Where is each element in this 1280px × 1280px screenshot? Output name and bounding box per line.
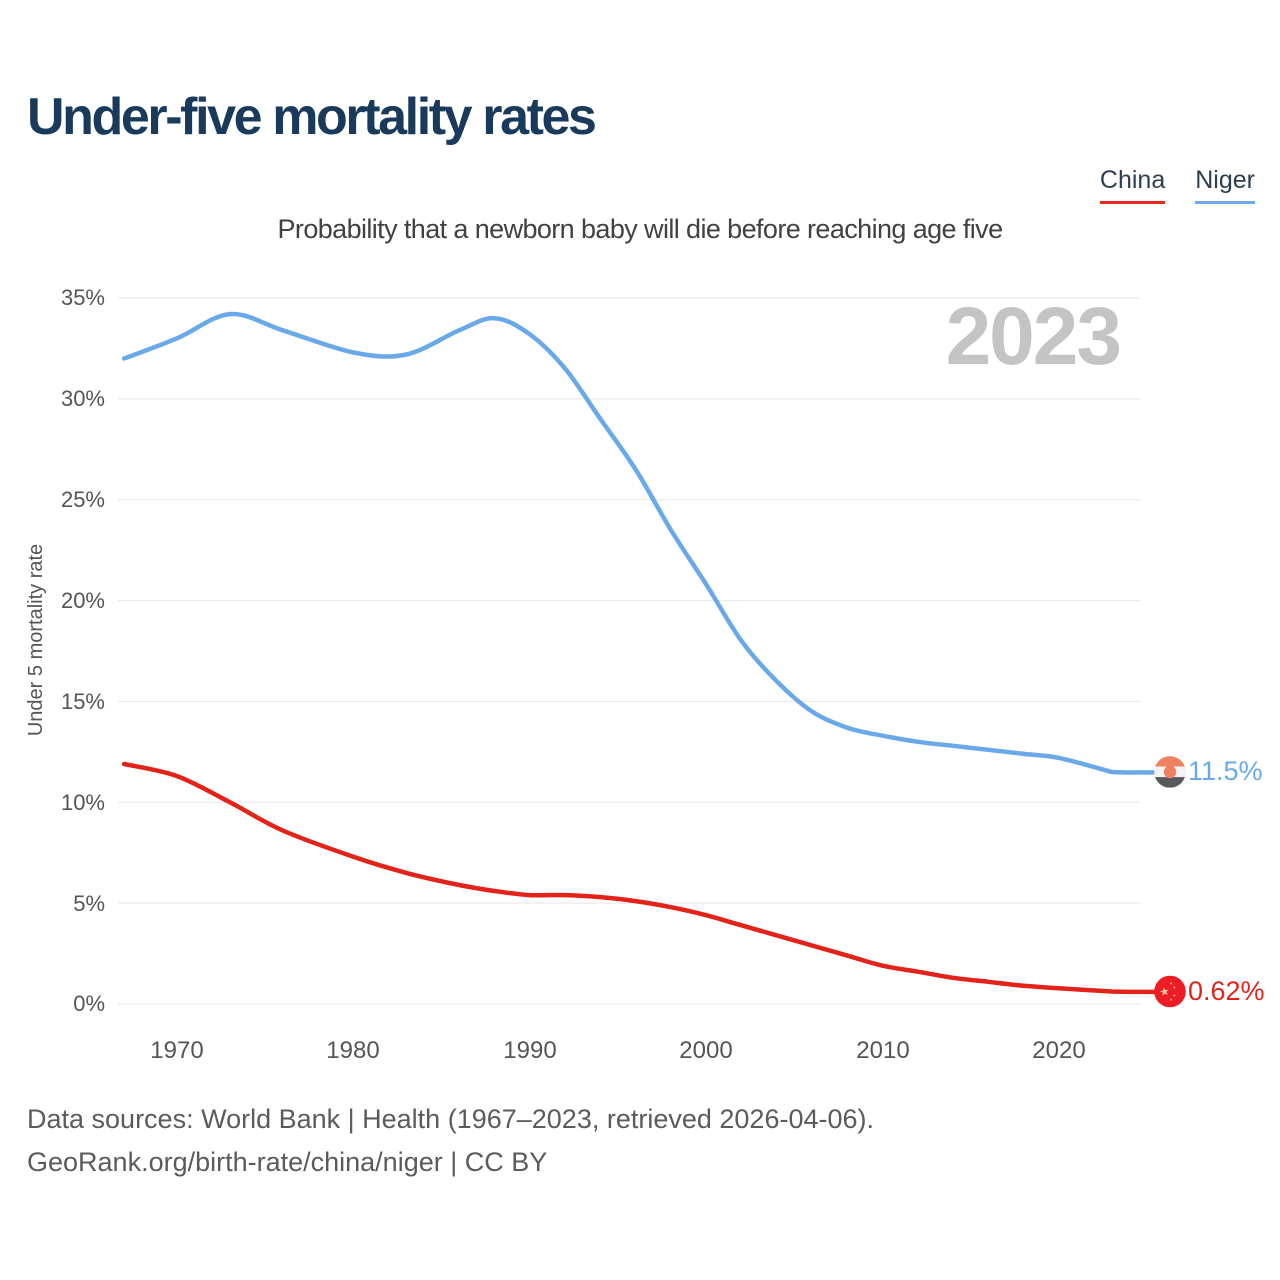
- svg-text:5%: 5%: [73, 891, 105, 916]
- svg-text:1990: 1990: [503, 1037, 556, 1064]
- svg-text:2020: 2020: [1032, 1037, 1085, 1064]
- svg-text:15%: 15%: [61, 689, 105, 714]
- svg-text:1970: 1970: [150, 1037, 203, 1064]
- svg-text:35%: 35%: [61, 285, 105, 310]
- svg-text:1980: 1980: [326, 1037, 379, 1064]
- svg-text:20%: 20%: [61, 588, 105, 613]
- svg-text:0%: 0%: [73, 991, 105, 1016]
- svg-text:2010: 2010: [856, 1037, 909, 1064]
- svg-text:30%: 30%: [61, 386, 105, 411]
- svg-text:10%: 10%: [61, 790, 105, 815]
- svg-text:2000: 2000: [679, 1037, 732, 1064]
- svg-text:25%: 25%: [61, 487, 105, 512]
- svg-text:Under 5 mortality rate: Under 5 mortality rate: [25, 544, 47, 736]
